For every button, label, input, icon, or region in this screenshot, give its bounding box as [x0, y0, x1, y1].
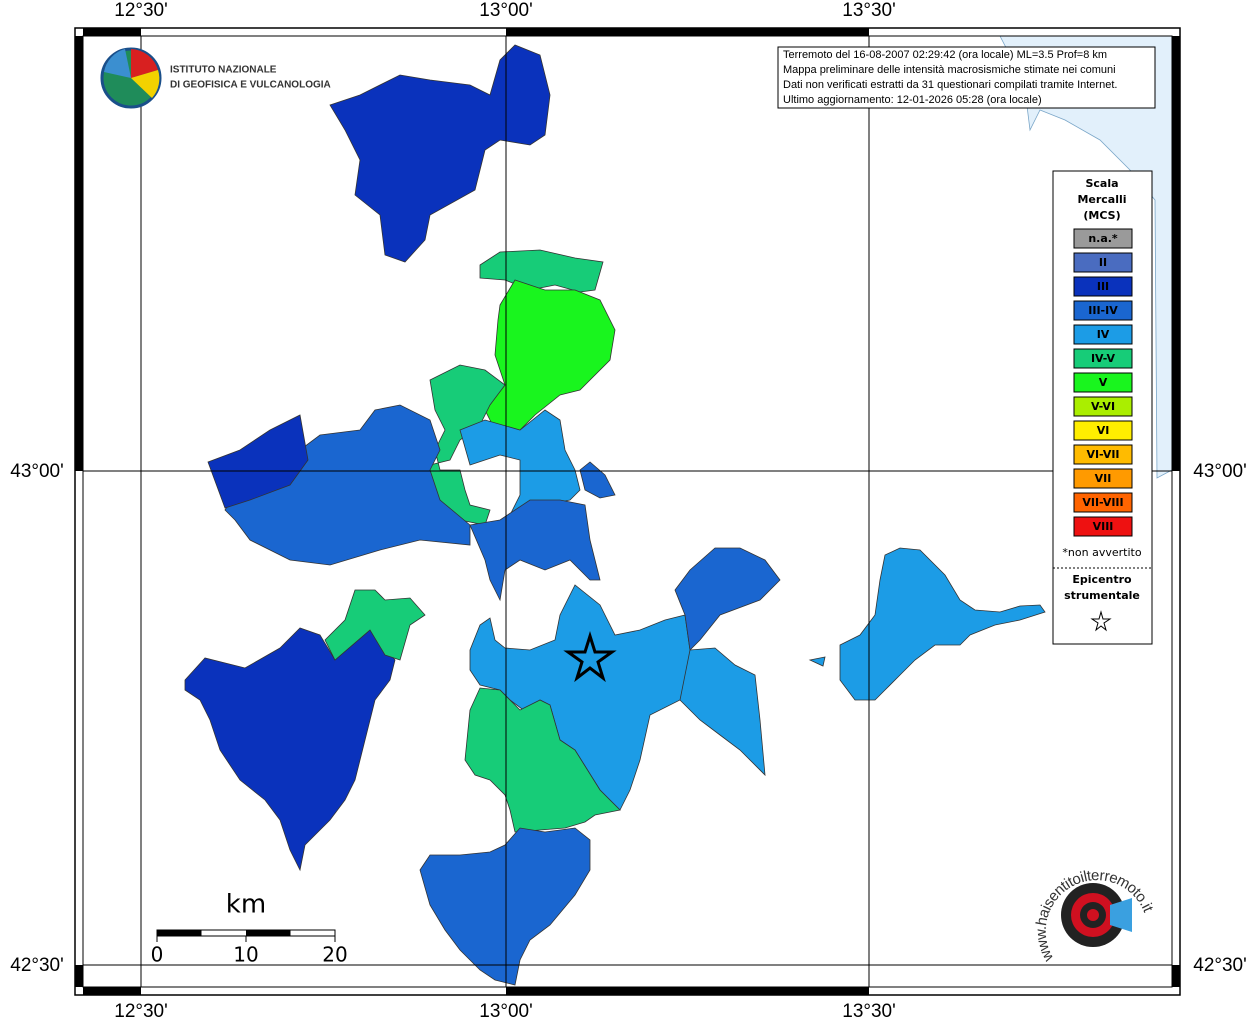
legend-note: *non avvertito — [1062, 546, 1141, 559]
legend-label: III-IV — [1088, 304, 1118, 317]
legend-star — [1090, 610, 1112, 632]
lon-label: 13°00' — [479, 0, 533, 21]
legend-label: V — [1099, 376, 1108, 389]
scale-tick-label: 20 — [322, 943, 347, 967]
municipalities — [184, 44, 1046, 986]
lon-label: 13°00' — [479, 1001, 533, 1022]
legend-swatch — [1073, 324, 1133, 345]
map-area — [74, 27, 1181, 996]
legend-epicenter: Epicentro — [1072, 573, 1132, 586]
municipality — [184, 627, 396, 872]
legend-label: VII-VIII — [1082, 496, 1123, 509]
legend-swatch — [1073, 300, 1133, 321]
legend-swatch — [1073, 348, 1133, 369]
legend-swatch — [1073, 420, 1133, 441]
municipality — [484, 279, 616, 431]
legend-swatch — [1073, 444, 1133, 465]
legend-swatch — [1073, 276, 1133, 297]
legend-label: IV-V — [1091, 352, 1116, 365]
logo-text: DI GEOFISICA E VULCANOLOGIA — [170, 80, 331, 91]
legend-label: VI-VII — [1086, 448, 1119, 461]
scale-bar: km 0 10 20 — [151, 890, 348, 967]
legend-title: Mercalli — [1077, 193, 1126, 206]
municipality — [324, 589, 426, 661]
legend-swatch — [1073, 516, 1133, 537]
legend-swatch — [1073, 372, 1133, 393]
scale-tick-label: 0 — [151, 943, 164, 967]
legend-label: III — [1097, 280, 1109, 293]
legend-swatch — [1073, 228, 1133, 249]
info-line: Mappa preliminare delle intensità macros… — [783, 64, 1116, 76]
ingv-logo: ISTITUTO NAZIONALE DI GEOFISICA E VULCAN… — [100, 47, 331, 109]
municipality — [207, 414, 309, 509]
legend-label: II — [1099, 256, 1107, 269]
legend-swatch — [1073, 252, 1133, 273]
municipality — [464, 687, 621, 833]
epicenter-star — [563, 630, 617, 683]
logo-text: ISTITUTO NAZIONALE — [170, 65, 277, 76]
legend-title: Scala — [1085, 177, 1118, 190]
graticule — [83, 36, 1172, 987]
legend-swatch — [1073, 492, 1133, 513]
frame-border — [75, 28, 1180, 995]
municipality — [224, 404, 471, 566]
legend-swatch — [1073, 396, 1133, 417]
municipality — [419, 827, 591, 986]
lat-label: 43°00' — [10, 461, 64, 482]
legend-label: VIII — [1093, 520, 1114, 533]
municipality — [679, 647, 766, 777]
legend-swatch — [1073, 468, 1133, 489]
municipality — [839, 547, 1046, 701]
lat-label: 42°30' — [1193, 955, 1247, 976]
info-line: Dati non verificati estratti da 31 quest… — [783, 79, 1117, 91]
municipality — [479, 249, 604, 293]
lon-label: 13°30' — [842, 0, 896, 21]
lat-label: 42°30' — [10, 955, 64, 976]
municipality — [808, 656, 826, 667]
coordinate-labels: 12°30' 13°00' 13°30' 12°30' 13°00' 13°30… — [10, 0, 1247, 1022]
scale-tick-label: 10 — [233, 943, 258, 967]
info-box: Terremoto del 16-08-2007 02:29:42 (ora l… — [777, 46, 1156, 109]
municipality — [459, 409, 581, 516]
municipality — [674, 547, 781, 651]
legend-label: VI — [1097, 424, 1110, 437]
legend: Scala Mercalli (MCS) *non avvertito Epic… — [1052, 170, 1153, 645]
legend-title: (MCS) — [1083, 209, 1120, 222]
lon-label: 13°30' — [842, 1001, 896, 1022]
lon-label: 12°30' — [114, 1001, 168, 1022]
legend-label: IV — [1097, 328, 1110, 341]
scale-unit: km — [226, 890, 266, 920]
municipality — [469, 499, 601, 602]
legend-label: V-VI — [1091, 400, 1115, 413]
info-line: Ultimo aggiornamento: 12-01-2026 05:28 (… — [783, 94, 1042, 106]
legend-label: VII — [1095, 472, 1112, 485]
lon-label: 12°30' — [114, 0, 168, 21]
legend-epicenter: strumentale — [1064, 589, 1140, 602]
legend-label: n.a.* — [1088, 232, 1118, 245]
municipality — [329, 44, 551, 263]
lat-label: 43°00' — [1193, 461, 1247, 482]
info-line: Terremoto del 16-08-2007 02:29:42 (ora l… — [783, 49, 1107, 61]
